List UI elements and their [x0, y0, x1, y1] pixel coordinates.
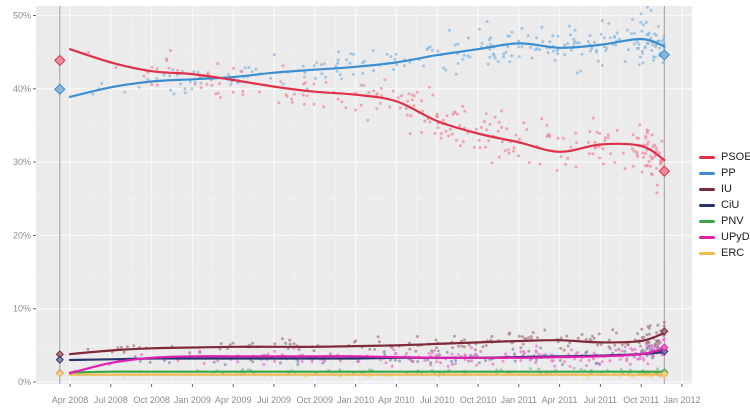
legend-label: PNV: [721, 215, 744, 227]
legend-swatch-icon: [699, 155, 715, 159]
x-axis-tick-label: Oct 2011: [623, 395, 659, 405]
trend-line-pp: [68, 37, 666, 98]
legend-label: PP: [721, 167, 736, 179]
legend-label: IU: [721, 183, 732, 195]
election-result-pp: [658, 49, 671, 61]
y-axis-tick-label: 50%: [13, 11, 31, 21]
legend-swatch-icon: [699, 187, 715, 191]
legend-label: UPyD: [721, 231, 750, 243]
x-axis-tick-label: Apr 2009: [215, 395, 252, 405]
legend-swatch-icon: [699, 171, 715, 175]
x-axis-tick-label: Jul 2011: [584, 395, 617, 405]
trend-lines: [68, 37, 666, 376]
legend-swatch-icon: [699, 235, 715, 239]
y-axis-tick-label: 20%: [13, 230, 31, 240]
trend-line-iu: [68, 331, 666, 356]
legend-item-ciu: CiU: [699, 199, 750, 211]
y-axis-tick-label: 30%: [13, 157, 31, 167]
x-axis-tick-label: Jul 2010: [420, 395, 454, 405]
legend-swatch-icon: [699, 219, 715, 223]
election-result-erc: [55, 369, 64, 378]
election-result-pp: [54, 83, 66, 95]
election-result-ciu: [55, 355, 64, 364]
plot-panel: [36, 6, 692, 384]
y-axis-tick-label: 40%: [13, 84, 31, 94]
gridlines: [36, 6, 692, 384]
trend-line-pnv: [68, 370, 666, 374]
legend-label: ERC: [721, 247, 745, 259]
x-axis-tick-label: Oct 2009: [297, 395, 334, 405]
legend-swatch-icon: [699, 251, 715, 255]
legend-swatch-icon: [699, 203, 715, 207]
election-result-psoe: [54, 54, 66, 67]
scatter-points-psoe: [83, 49, 666, 195]
x-axis-tick-label: Jan 2012: [663, 395, 700, 405]
scatter-points-pp: [91, 6, 666, 96]
legend-label: PSOE: [721, 151, 750, 163]
x-axis-tick-label: Jan 2011: [501, 395, 537, 405]
legend-item-psoe: PSOE: [699, 151, 750, 163]
election-result-erc: [660, 370, 669, 379]
axes: 0% 10% 20% 30% 40% 50% Apr 2008 Jul 2008 Oct 200…: [13, 11, 701, 406]
legend-item-iu: IU: [699, 183, 750, 195]
legend-item-upyd: UPyD: [699, 231, 750, 243]
chart-legend: PSOE PP IU CiU PNV UPyD ERC: [699, 151, 750, 259]
election-result-upyd: [660, 343, 669, 352]
x-axis-tick-label: Jul 2008: [94, 395, 128, 405]
legend-item-erc: ERC: [699, 247, 750, 259]
scatter-points-iu: [86, 320, 666, 359]
trend-line-upyd: [68, 347, 666, 375]
election-result-markers: [54, 49, 671, 379]
x-axis-tick-label: Oct 2010: [460, 395, 497, 405]
legend-label: CiU: [721, 199, 740, 211]
trend-line-psoe: [68, 48, 666, 161]
election-result-psoe: [658, 165, 671, 177]
legend-item-pp: PP: [699, 167, 750, 179]
x-axis-tick-label: Oct 2008: [133, 395, 170, 405]
x-axis-tick-label: Apr 2010: [378, 395, 415, 405]
x-axis-tick-label: Apr 2011: [542, 395, 578, 405]
y-axis-tick-label: 10%: [13, 304, 31, 314]
election-result-iu: [660, 327, 669, 336]
y-axis-tick-label: 0%: [18, 377, 31, 387]
x-axis-tick-label: Jan 2009: [174, 395, 211, 405]
x-axis-tick-label: Apr 2008: [52, 395, 89, 405]
x-axis-tick-label: Jul 2009: [257, 395, 291, 405]
x-axis-tick-label: Jan 2010: [337, 395, 374, 405]
legend-item-pnv: PNV: [699, 215, 750, 227]
